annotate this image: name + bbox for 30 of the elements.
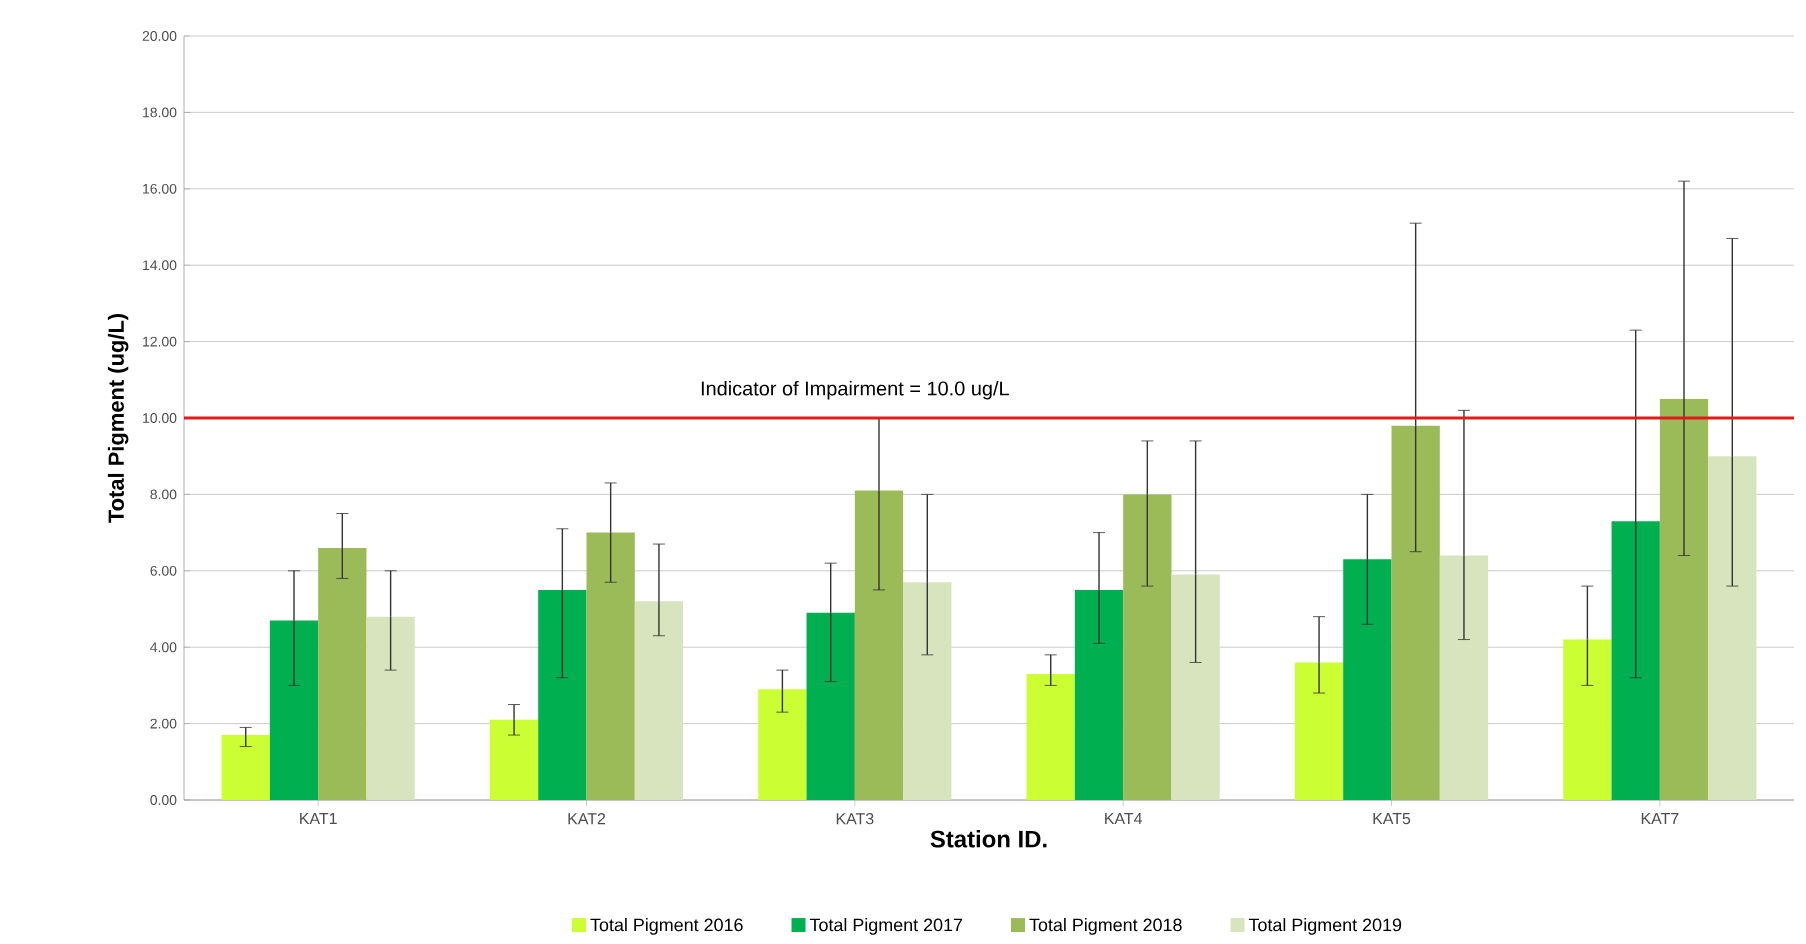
legend-label: Total Pigment 2018 — [1029, 918, 1182, 935]
bar — [489, 719, 539, 800]
bar — [1171, 574, 1220, 800]
bar — [1026, 673, 1075, 800]
x-axis-title: Station ID. — [930, 830, 1047, 848]
bar — [269, 620, 319, 800]
bar — [903, 582, 952, 800]
legend-label: Total Pigment 2019 — [1248, 918, 1402, 935]
bar — [1294, 662, 1344, 800]
bar — [758, 689, 807, 800]
y-axis-title: Total Pigment (ug/L) — [107, 313, 129, 523]
ref-line-label: Indicator of Impairment = 10.0 ug/L — [701, 380, 1009, 400]
legend-label: Total Pigment 2016 — [590, 918, 743, 935]
bar — [854, 490, 904, 800]
bar — [1439, 555, 1489, 800]
bar — [1343, 559, 1392, 800]
bar — [221, 735, 270, 800]
bar — [1123, 494, 1172, 800]
bar — [1391, 425, 1440, 800]
bar — [318, 547, 367, 800]
bar — [1659, 398, 1709, 800]
bar — [366, 616, 415, 800]
bar — [806, 612, 855, 800]
bar — [586, 532, 635, 800]
bar — [538, 589, 587, 800]
bar — [634, 601, 684, 800]
legend-label: Total Pigment 2017 — [809, 918, 963, 935]
bar — [1074, 589, 1124, 800]
bar — [1708, 456, 1757, 800]
bar — [1563, 639, 1612, 800]
